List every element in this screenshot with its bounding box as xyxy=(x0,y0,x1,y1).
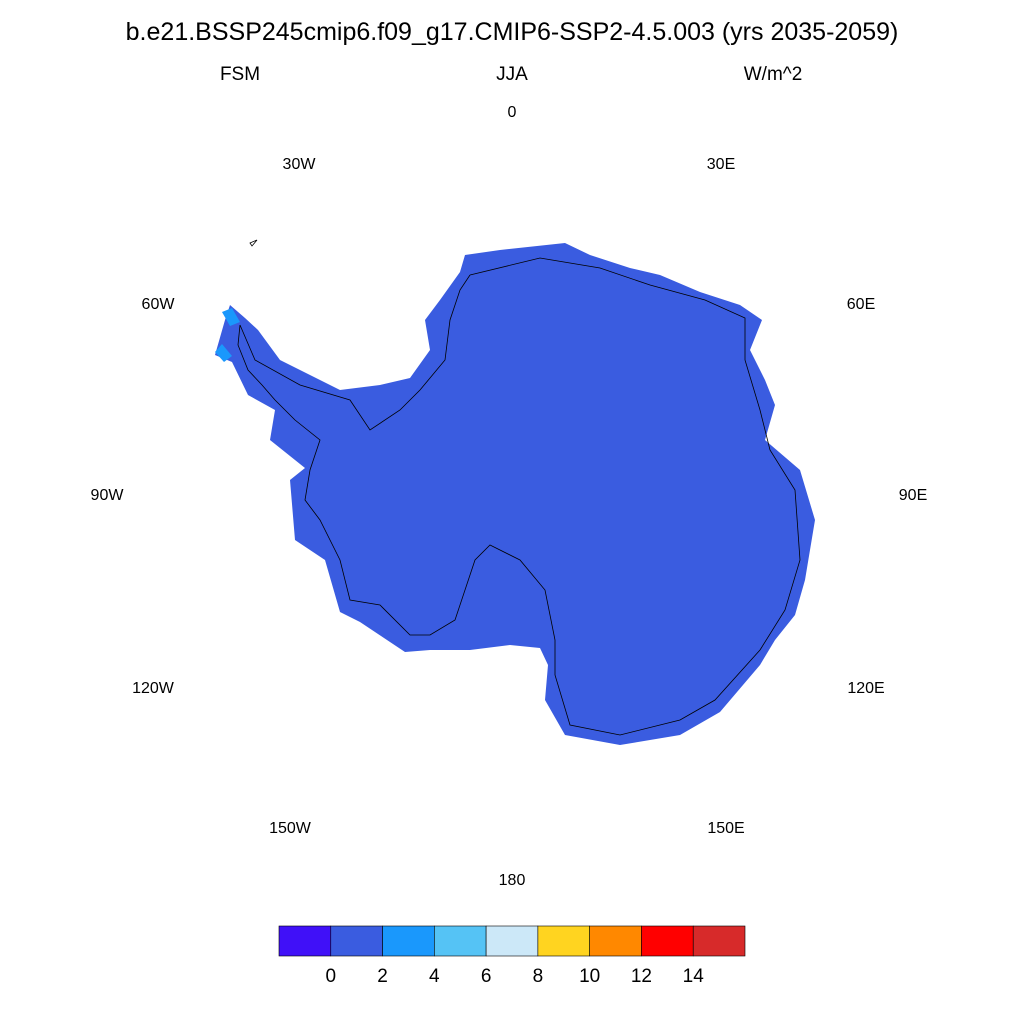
lon-label-150e: 150E xyxy=(707,820,745,837)
peninsula-2to4-cells xyxy=(215,344,232,362)
colorbar-swatch xyxy=(278,925,332,957)
lon-label-30w: 30W xyxy=(282,156,316,173)
colorbar-swatch xyxy=(537,925,590,957)
colorbar-swatch xyxy=(589,925,642,957)
colorbar-label: 14 xyxy=(683,966,705,987)
colorbar-swatch xyxy=(692,925,746,957)
colorbar-swatch xyxy=(641,925,694,957)
colorbar-label: 8 xyxy=(533,966,544,987)
lon-label-0: 0 xyxy=(507,104,517,121)
units-label: W/m^2 xyxy=(743,64,803,85)
lon-label-90e: 90E xyxy=(898,487,928,504)
colorbar-label: 0 xyxy=(325,966,336,987)
lon-label-60w: 60W xyxy=(141,296,175,313)
colorbar-swatch xyxy=(485,925,539,957)
island-outline xyxy=(249,239,258,247)
antarctica-field xyxy=(215,243,815,745)
lon-label-120e: 120E xyxy=(847,680,885,697)
lon-label-60e: 60E xyxy=(846,296,876,313)
lon-label-90w: 90W xyxy=(90,487,124,504)
lon-label-120w: 120W xyxy=(132,680,174,697)
colorbar-label: 10 xyxy=(579,966,600,987)
colorbar-label: 12 xyxy=(631,966,652,987)
colorbar-swatch xyxy=(330,925,383,957)
left-subtitle: FSM xyxy=(219,64,261,85)
plot-title: b.e21.BSSP245cmip6.f09_g17.CMIP6-SSP2-4.… xyxy=(125,18,899,46)
lon-label-150w: 150W xyxy=(269,820,311,837)
colorbar-swatch xyxy=(434,925,487,957)
colorbar-label: 6 xyxy=(481,966,492,987)
colorbar-label: 4 xyxy=(429,966,440,987)
center-subtitle: JJA xyxy=(496,64,528,85)
peninsula-2to4-cells xyxy=(222,308,240,326)
colorbar-swatch xyxy=(382,925,435,957)
lon-label-30e: 30E xyxy=(706,156,736,173)
coastline xyxy=(237,257,801,736)
colorbar-label: 2 xyxy=(377,966,388,987)
lon-label-180: 180 xyxy=(498,872,526,889)
colorbar: 0 2 4 6 8 10 12 14 xyxy=(278,925,746,987)
